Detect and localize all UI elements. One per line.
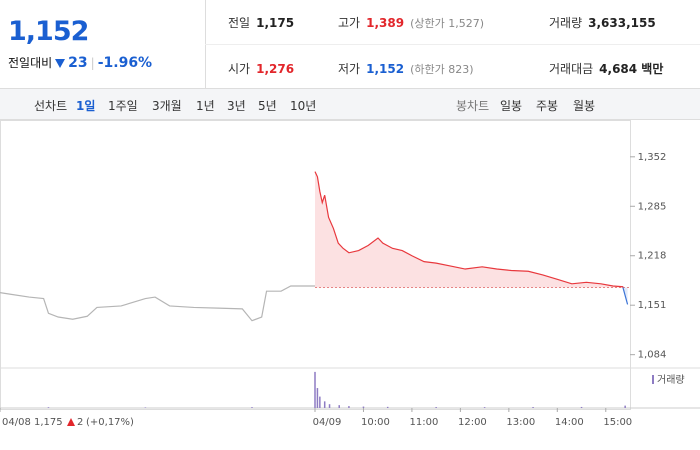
stat-label: 거래대금 (549, 62, 594, 76)
volume-bar (323, 401, 326, 408)
candle-chart-label: 봉차트 (456, 99, 490, 113)
price-line (0, 285, 315, 322)
stat-note: (상한가 1,527) (410, 17, 484, 30)
volume-legend: 거래량 (657, 374, 685, 386)
y-tick-label: 1,151 (638, 300, 667, 311)
period-button[interactable]: 1주일 (108, 99, 138, 113)
stat-label: 고가 (338, 16, 361, 30)
stat-label: 전일 (228, 16, 251, 30)
volume-bar (319, 396, 321, 408)
up-arrow (67, 418, 75, 426)
stat-label: 시가 (228, 62, 251, 76)
stat-value: 1,175 (256, 16, 295, 30)
stat-note: (하한가 823) (410, 63, 474, 76)
stat: 저가 1,152 (하한가 823) (338, 60, 474, 77)
volume-bar (314, 371, 316, 408)
period-button[interactable]: 3개월 (152, 99, 182, 113)
change-value: 23 (68, 54, 88, 71)
period-button[interactable]: 1일 (76, 99, 96, 113)
y-tick-label: 1,084 (638, 350, 667, 361)
change-pct: -1.96% (97, 54, 153, 71)
stat: 거래대금 4,684 백만 (549, 60, 663, 77)
x-tick-label: 11:00 (410, 417, 439, 428)
change: 전일대비 23 | -1.96% (8, 54, 153, 71)
y-tick-label: 1,218 (638, 251, 667, 262)
line-chart-label: 선차트 (34, 99, 68, 113)
period-button[interactable]: 1년 (196, 99, 215, 113)
x-tick-label: 14:00 (555, 417, 584, 428)
volume-bar (483, 407, 486, 408)
period-button[interactable]: 3년 (227, 99, 246, 113)
x-tick-label: 10:00 (361, 417, 390, 428)
volume-bar (47, 407, 50, 408)
price-line (314, 171, 629, 305)
price: 1,152 (8, 16, 89, 47)
stat-value: 1,276 (256, 62, 295, 76)
y-tick-label: 1,352 (638, 152, 667, 163)
footer-price: 1,175 (34, 417, 63, 428)
x-tick-label: 04/09 (313, 417, 342, 428)
x-tick-label: 15:00 (603, 417, 632, 428)
volume-bar (328, 404, 331, 408)
volume-bar (435, 407, 437, 408)
stat-value: 4,684 백만 (599, 62, 664, 76)
volume-legend-swatch (652, 375, 654, 384)
volume-bar (386, 406, 389, 408)
stat-value: 1,389 (366, 16, 405, 30)
footer-change-pct: (+0,17%) (86, 417, 134, 428)
x-tick-label: 12:00 (458, 417, 487, 428)
volume-bar (251, 407, 253, 408)
quote: 1,152 전일대비 23 | -1.96% (0, 0, 206, 88)
period-button[interactable]: 5년 (258, 99, 277, 113)
chart: 1,084 1,151 1,218 1,285 1,352 04/08 04/09 10:00… (0, 120, 700, 428)
volume-bar (580, 406, 583, 408)
candle-button[interactable]: 주봉 (536, 99, 559, 113)
volume-bar (338, 405, 340, 408)
x-tick-label: 13:00 (506, 417, 535, 428)
stat-value: 1,152 (366, 62, 405, 76)
stat: 거래량 3,633,155 (549, 14, 656, 31)
stat-label: 거래량 (549, 16, 583, 30)
stat: 전일 1,175 (228, 14, 294, 31)
y-tick-label: 1,285 (638, 201, 667, 212)
stat: 시가 1,276 (228, 60, 294, 77)
volume-bar (144, 407, 147, 408)
area-above (315, 171, 628, 288)
toolbar: 선차트 1일 1주일 3개월 1년 3년 5년 10년 봉차트 일봉 주봉 월봉 (0, 89, 700, 120)
change-label: 전일대비 (8, 56, 53, 70)
volume-bar (362, 406, 365, 408)
volume-bar (624, 405, 626, 408)
stat-label: 저가 (338, 62, 361, 76)
down-arrow (55, 58, 66, 68)
volume-bar (316, 388, 319, 408)
volume-bar (348, 406, 350, 408)
divider (205, 44, 700, 45)
x-tick-label: 04/08 (2, 417, 31, 428)
stat: 고가 1,389 (상한가 1,527) (338, 14, 484, 31)
header: 1,152 전일대비 23 | -1.96% 전일 1,175 고가 1,389 (상한… (0, 0, 700, 89)
volume-bar (532, 407, 534, 408)
candle-button[interactable]: 월봉 (573, 99, 596, 113)
period-button[interactable]: 10년 (290, 99, 317, 113)
footer-change: 2 (77, 417, 83, 428)
candle-button[interactable]: 일봉 (500, 99, 523, 113)
stat-value: 3,633,155 (588, 16, 656, 30)
